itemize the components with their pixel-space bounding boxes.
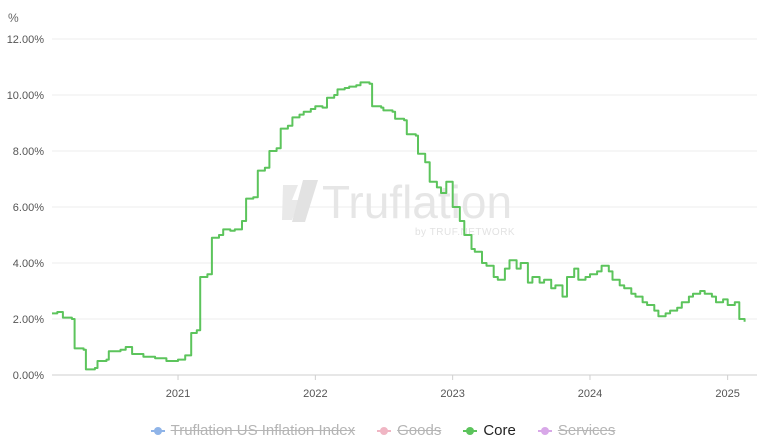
y-tick-label: 4.00%	[13, 258, 44, 270]
legend-swatch-icon	[463, 426, 478, 435]
y-tick-label: 10.00%	[7, 90, 45, 102]
legend-item-goods[interactable]: Goods	[377, 422, 441, 439]
y-tick-label: 2.00%	[13, 314, 44, 326]
legend-swatch-icon	[377, 426, 392, 435]
chart-legend: Truflation US Inflation Index Goods Core Se…	[0, 422, 766, 439]
y-tick-label: 0.00%	[13, 370, 44, 382]
x-tick-label: 2022	[303, 388, 327, 400]
legend-item-truflation-us-inflation-index[interactable]: Truflation US Inflation Index	[150, 422, 356, 439]
truflation-logo-icon	[282, 180, 318, 222]
y-axis: 0.00% 2.00% 4.00% 6.00% 8.00% 10.00% 12.00%	[7, 34, 45, 382]
legend-label: Goods	[397, 422, 442, 439]
y-tick-label: 8.00%	[13, 146, 44, 158]
y-tick-label: 6.00%	[13, 202, 44, 214]
x-tick-label: 2023	[440, 388, 464, 400]
series-line-core	[52, 81, 746, 371]
legend-swatch-icon	[150, 426, 165, 435]
legend-swatch-icon	[537, 426, 552, 435]
watermark-brand: Truflation	[322, 176, 512, 228]
legend-label: Core	[483, 422, 516, 439]
legend-item-services[interactable]: Services	[537, 422, 616, 439]
series-layer	[52, 81, 746, 371]
legend-item-core[interactable]: Core	[463, 422, 516, 439]
x-tick-label: 2024	[578, 388, 602, 400]
y-axis-unit-label: %	[8, 11, 19, 25]
legend-label: Services	[557, 422, 616, 439]
inflation-line-chart: % Truflation by TRUF.NETWORK 0.00%2.00%4…	[7, 11, 757, 400]
x-tick-label: 2021	[166, 388, 190, 400]
y-tick-label: 12.00%	[7, 34, 45, 46]
x-tick-label: 2025	[715, 388, 739, 400]
x-axis: 2021 2022 2023 2024 2025	[166, 375, 740, 400]
gridlines	[52, 38, 757, 376]
legend-label: Truflation US Inflation Index	[170, 422, 356, 439]
